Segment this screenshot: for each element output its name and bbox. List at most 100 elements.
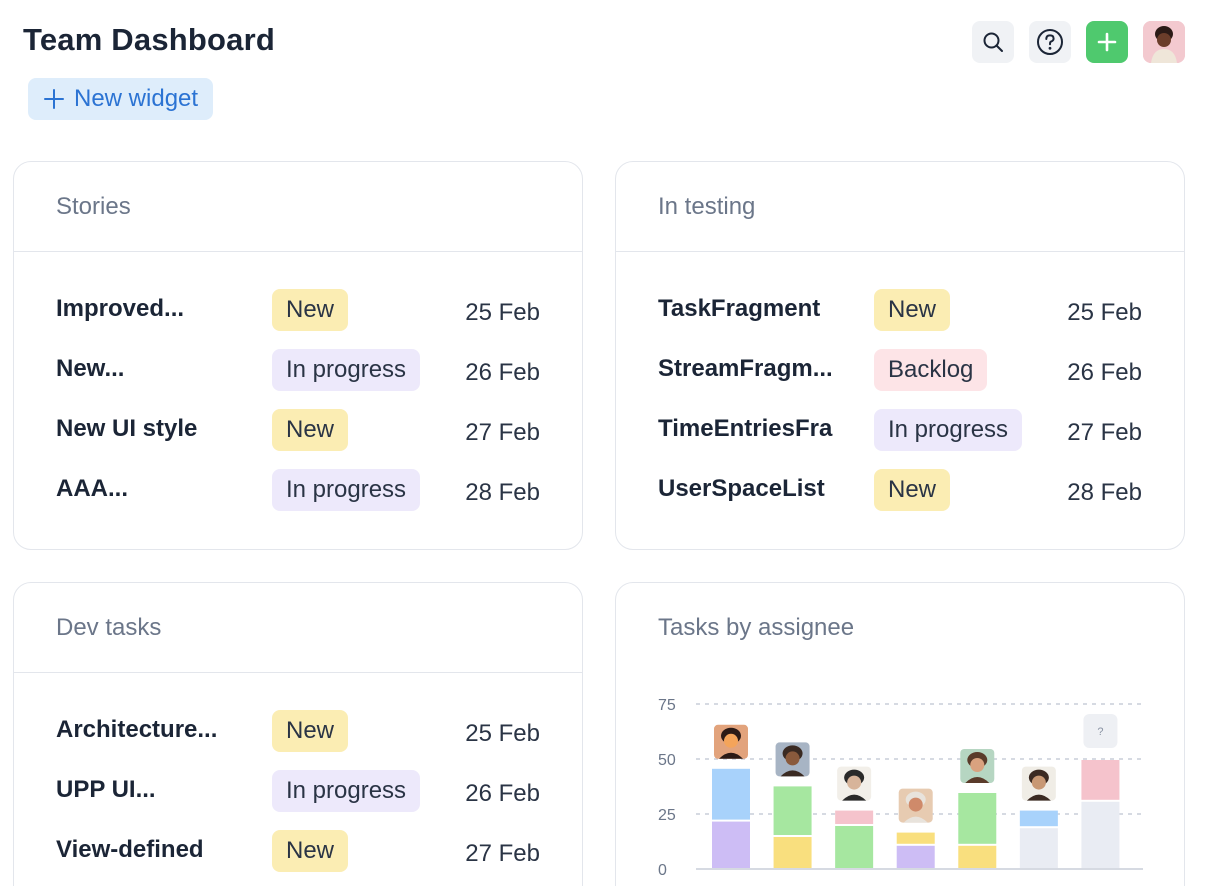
item-name: TimeEntriesFra — [658, 415, 833, 442]
help-button[interactable] — [1029, 21, 1071, 63]
status-badge: In progress — [272, 469, 421, 511]
y-tick-label: 50 — [658, 752, 676, 769]
list-item[interactable]: TimeEntriesFra In progress 27 Feb — [616, 407, 1184, 467]
search-icon — [983, 32, 1003, 52]
avatar-body — [842, 794, 867, 801]
card-title: Stories — [14, 162, 582, 252]
list-item[interactable]: View-defined New 27 Feb — [14, 828, 582, 886]
status-badge: New — [874, 289, 951, 331]
card-title: Tasks by assignee — [658, 614, 855, 641]
item-name: View-defined — [56, 836, 204, 863]
item-date: 27 Feb — [1067, 419, 1142, 446]
item-date: 26 Feb — [1067, 359, 1142, 386]
bar-segment — [773, 837, 812, 868]
item-name: AAA... — [56, 475, 128, 502]
user-avatar[interactable] — [1143, 21, 1185, 63]
item-name: Improved... — [56, 295, 185, 322]
item-name: StreamFragm... — [658, 355, 833, 382]
item-name: Architecture... — [56, 716, 218, 743]
bar-segment — [896, 845, 935, 868]
avatar-face — [908, 797, 923, 812]
bar-segment — [958, 793, 997, 844]
item-date: 26 Feb — [465, 359, 540, 386]
list-item[interactable]: AAA... In progress 28 Feb — [14, 467, 582, 527]
bar-segment — [712, 768, 750, 820]
y-tick-label: 25 — [658, 807, 676, 824]
in-testing-card: In testing TaskFragment New 25 Feb Strea… — [615, 161, 1185, 550]
card-title: Dev tasks — [14, 583, 582, 673]
list-item[interactable]: Architecture... New 25 Feb — [14, 708, 582, 768]
list-item[interactable]: TaskFragment New 25 Feb — [616, 287, 1184, 347]
plus-icon — [44, 89, 64, 109]
status-badge: In progress — [874, 409, 1023, 451]
avatar-body — [965, 777, 990, 783]
item-date: 25 Feb — [465, 299, 540, 326]
item-date: 28 Feb — [465, 479, 540, 506]
status-badge: New — [272, 409, 349, 451]
item-date: 25 Feb — [465, 720, 540, 747]
list-item[interactable]: New UI style New 27 Feb — [14, 407, 582, 467]
avatar-body — [1026, 794, 1051, 801]
help-icon — [1037, 29, 1063, 55]
status-badge: New — [272, 830, 349, 872]
avatar-face — [724, 733, 738, 748]
search-button[interactable] — [972, 21, 1014, 63]
unknown-assignee-label: ? — [1097, 726, 1103, 738]
avatar-face — [785, 751, 800, 766]
avatar-body — [903, 816, 928, 823]
list-item[interactable]: Improved... New 25 Feb — [14, 287, 582, 347]
avatar-face — [1031, 775, 1046, 790]
status-badge: In progress — [272, 770, 421, 812]
new-widget-label: New widget — [74, 85, 199, 112]
tasks-chart: 0 25 50 75? — [616, 674, 1184, 886]
unknown-assignee-badge — [1083, 714, 1118, 748]
avatar-body — [780, 770, 805, 777]
plus-icon — [1097, 32, 1117, 52]
bar-segment — [1019, 828, 1058, 868]
stories-card: Stories Improved... New 25 Feb New... In… — [13, 161, 583, 550]
status-badge: In progress — [272, 349, 421, 391]
tasks-by-assignee-card: Tasks by assignee 0 25 50 75? — [615, 582, 1185, 886]
chart-svg: 0 25 50 75? — [658, 697, 1143, 879]
dev-tasks-card: Dev tasks Architecture... New 25 Feb UPP… — [13, 582, 583, 886]
item-date: 26 Feb — [465, 780, 540, 807]
item-date: 27 Feb — [465, 840, 540, 867]
avatar-face — [970, 758, 985, 772]
list-item[interactable]: StreamFragm... Backlog 26 Feb — [616, 347, 1184, 407]
status-badge: New — [272, 710, 349, 752]
bar-segment — [1019, 810, 1058, 827]
header-actions — [972, 21, 1185, 63]
status-badge: Backlog — [874, 349, 988, 391]
avatar-body — [719, 752, 743, 759]
new-widget-button[interactable]: New widget — [28, 78, 214, 120]
list-item[interactable]: UPP UI... In progress 26 Feb — [14, 768, 582, 828]
in-testing-list: TaskFragment New 25 Feb StreamFragm... B… — [616, 252, 1184, 527]
add-button[interactable] — [1086, 21, 1128, 63]
page-title: Team Dashboard — [23, 22, 276, 57]
item-name: New UI style — [56, 415, 198, 442]
bar-segment — [1081, 801, 1120, 868]
y-tick-label: 0 — [658, 862, 667, 879]
bar-segment — [1081, 760, 1120, 800]
item-name: UPP UI... — [56, 776, 156, 803]
item-name: TaskFragment — [658, 295, 821, 322]
bar-segment — [712, 821, 750, 868]
bar-segment — [896, 832, 935, 844]
bar-segment — [835, 826, 874, 868]
bar-segment — [773, 786, 812, 835]
stories-list: Improved... New 25 Feb New... In progres… — [14, 252, 582, 527]
y-tick-label: 75 — [658, 697, 676, 714]
list-item[interactable]: UserSpaceList New 28 Feb — [616, 467, 1184, 527]
bar-segment — [958, 845, 997, 868]
status-badge: New — [272, 289, 349, 331]
item-name: UserSpaceList — [658, 475, 825, 502]
list-item[interactable]: New... In progress 26 Feb — [14, 347, 582, 407]
bar-segment — [835, 810, 874, 824]
item-date: 27 Feb — [465, 419, 540, 446]
dev-tasks-list: Architecture... New 25 Feb UPP UI... In … — [14, 673, 582, 886]
avatar — [1143, 21, 1185, 63]
item-name: New... — [56, 355, 125, 382]
avatar-face — [847, 775, 862, 790]
card-title: In testing — [616, 162, 1184, 252]
item-date: 28 Feb — [1067, 479, 1142, 506]
